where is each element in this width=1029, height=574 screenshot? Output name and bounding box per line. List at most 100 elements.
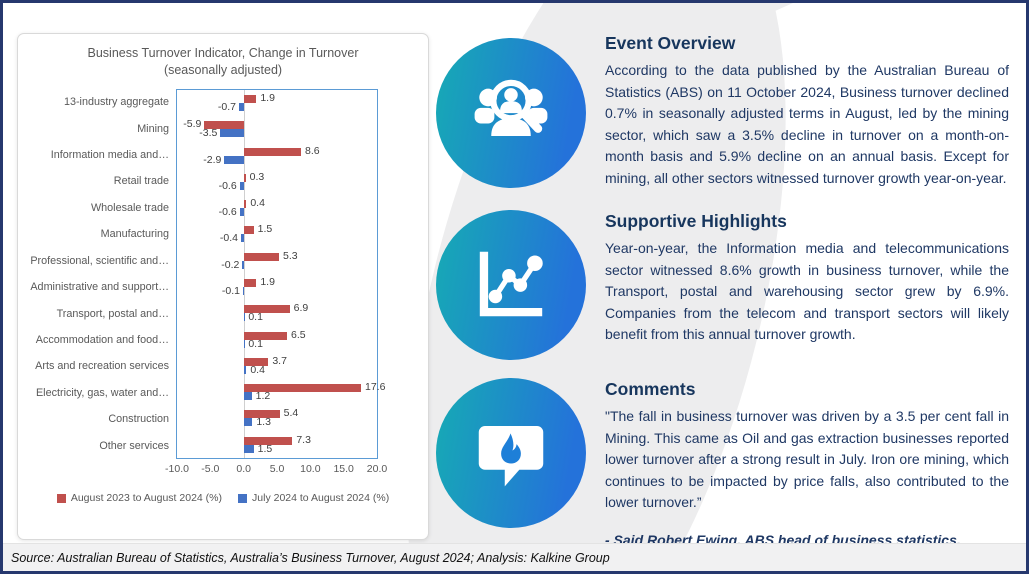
legend-swatch bbox=[238, 493, 248, 503]
bar-value-label: 1.5 bbox=[257, 223, 273, 236]
bar-value-label: 0.1 bbox=[248, 311, 263, 324]
bar-value-label: 1.3 bbox=[256, 416, 271, 429]
bar-value-label: 17.6 bbox=[365, 381, 386, 394]
bar bbox=[243, 305, 290, 314]
bar bbox=[243, 357, 269, 366]
bar-value-label: -2.9 bbox=[203, 153, 222, 166]
bar-value-label: 1.5 bbox=[257, 442, 273, 455]
bar bbox=[243, 444, 254, 453]
bar-row: 1.9 -0.1 bbox=[177, 274, 377, 300]
bar-value-label: 1.9 bbox=[260, 275, 275, 288]
event-overview-body: According to the data published by the A… bbox=[605, 62, 1009, 186]
bar-value-label: -0.6 bbox=[218, 179, 237, 192]
chart-title-block: Business Turnover Indicator, Change in T… bbox=[18, 45, 428, 79]
bar-row: 0.4 -0.6 bbox=[177, 195, 377, 221]
bar-row: 5.4 1.3 bbox=[177, 405, 377, 431]
bar-value-label: 5.3 bbox=[283, 249, 298, 262]
bar-value-label: 3.7 bbox=[272, 354, 287, 367]
category-label: Construction bbox=[108, 413, 169, 426]
bar-value-label: -0.2 bbox=[221, 258, 240, 271]
bar bbox=[239, 181, 244, 190]
bar-row: 6.9 0.1 bbox=[177, 300, 377, 326]
x-tick-label: 15.0 bbox=[333, 463, 354, 475]
bar-value-label: 0.4 bbox=[250, 197, 265, 210]
bar bbox=[241, 234, 244, 243]
comments-body: "The fall in business turnover was drive… bbox=[605, 408, 1009, 510]
category-label: Electricity, gas, water and… bbox=[35, 386, 169, 399]
bar-value-label: 6.9 bbox=[293, 302, 309, 315]
bar-row: 1.9 -0.7 bbox=[177, 90, 377, 116]
event-overview-heading: Event Overview bbox=[605, 33, 736, 53]
bar bbox=[243, 331, 287, 340]
bar-value-label: 6.5 bbox=[291, 328, 306, 341]
bar-row: 3.7 0.4 bbox=[177, 353, 377, 379]
bar-value-label: 7.3 bbox=[296, 433, 311, 446]
legend-item: July 2024 to August 2024 (%) bbox=[238, 492, 389, 504]
bar bbox=[243, 226, 254, 235]
bar-value-label: -0.4 bbox=[219, 232, 238, 245]
category-label: Mining bbox=[137, 122, 169, 135]
bar bbox=[243, 339, 245, 348]
category-label: 13-industry aggregate bbox=[63, 96, 169, 109]
bar-row: 1.5 -0.4 bbox=[177, 221, 377, 247]
bar bbox=[204, 121, 244, 130]
category-label: Manufacturing bbox=[100, 228, 169, 241]
bar-value-label: 0.4 bbox=[250, 363, 265, 376]
event-overview-icon-circle bbox=[436, 38, 586, 188]
category-label: Information media and… bbox=[50, 149, 169, 162]
x-tick-label: -5.0 bbox=[201, 463, 220, 475]
chat-flame-icon bbox=[459, 399, 563, 508]
category-label: Wholesale trade bbox=[90, 201, 169, 214]
supportive-highlights-icon-circle bbox=[436, 210, 586, 360]
bar bbox=[243, 436, 293, 445]
bar-row: 7.3 1.5 bbox=[177, 432, 377, 458]
bar-row: -5.9 -3.5 bbox=[177, 116, 377, 142]
bar-value-label: 8.6 bbox=[305, 144, 320, 157]
category-label: Transport, postal and… bbox=[56, 307, 169, 320]
x-tick-label: 0.0 bbox=[236, 463, 251, 475]
bar-row: 17.6 1.2 bbox=[177, 379, 385, 405]
legend-swatch bbox=[56, 493, 66, 503]
bar-value-label: -3.5 bbox=[199, 127, 218, 140]
legend-label: August 2023 to August 2024 (%) bbox=[70, 492, 223, 504]
bar bbox=[239, 208, 244, 217]
x-tick-label: -10.0 bbox=[165, 463, 189, 475]
x-tick-label: 20.0 bbox=[366, 463, 388, 475]
bar bbox=[243, 173, 246, 182]
category-label: Other services bbox=[99, 439, 169, 452]
bar-value-label: -5.9 bbox=[183, 118, 202, 131]
bar-row: 0.3 -0.6 bbox=[177, 169, 377, 195]
zero-axis-line bbox=[243, 90, 245, 458]
legend-label: July 2024 to August 2024 (%) bbox=[252, 492, 390, 504]
bar-value-label: 5.4 bbox=[283, 407, 299, 420]
bar-value-label: 0.3 bbox=[249, 170, 265, 183]
bar bbox=[243, 278, 257, 287]
category-label: Accommodation and food… bbox=[35, 334, 169, 346]
bar-value-label: 1.9 bbox=[260, 92, 275, 104]
supportive-highlights-body: Year-on-year, the Information media and … bbox=[605, 240, 1009, 342]
source-strip: Source: Australian Bureau of Statistics,… bbox=[3, 543, 1026, 571]
chart-panel: Business Turnover Indicator, Change in T… bbox=[17, 33, 429, 540]
bar bbox=[243, 365, 247, 374]
bar-value-label: -0.6 bbox=[218, 206, 237, 219]
bar bbox=[243, 147, 301, 156]
bar bbox=[243, 384, 361, 393]
bar-row: 8.6 -2.9 bbox=[177, 143, 377, 169]
people-search-icon bbox=[459, 59, 563, 168]
x-tick-label: 5.0 bbox=[269, 463, 285, 475]
bar-value-label: 0.1 bbox=[248, 337, 263, 350]
section-supportive-highlights: Supportive Highlights Year-on-year, the … bbox=[605, 211, 1009, 346]
bar-value-label: 1.2 bbox=[255, 390, 271, 403]
supportive-highlights-heading: Supportive Highlights bbox=[605, 211, 787, 231]
x-axis: -10.0 -5.0 0.0 5.0 10.0 15.0 20.0 bbox=[165, 458, 387, 476]
bar bbox=[239, 103, 244, 111]
bar-row: 5.3 -0.2 bbox=[177, 248, 377, 274]
category-label: Administrative and support… bbox=[30, 281, 169, 294]
category-label: Professional, scientific and… bbox=[30, 254, 169, 267]
source-text: Source: Australian Bureau of Statistics,… bbox=[11, 550, 610, 565]
plot-area: -10.0 -5.0 0.0 5.0 10.0 15.0 20.0 1.9 -0.7 -5.9-… bbox=[165, 89, 387, 475]
chart-title: Business Turnover Indicator, Change in T… bbox=[87, 46, 359, 60]
chart-legend: August 2023 to August 2024 (%) July 2024 … bbox=[18, 492, 428, 504]
bar bbox=[243, 313, 245, 322]
bar bbox=[242, 260, 244, 269]
